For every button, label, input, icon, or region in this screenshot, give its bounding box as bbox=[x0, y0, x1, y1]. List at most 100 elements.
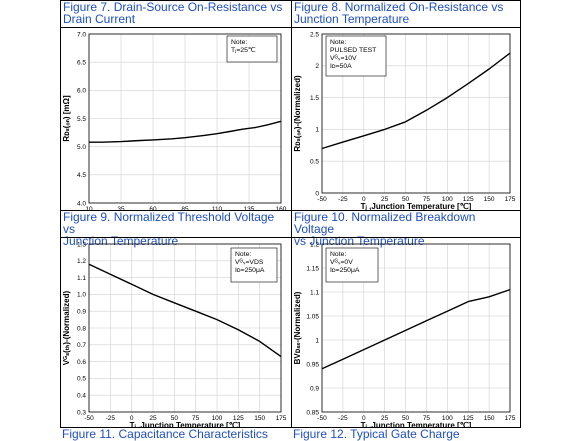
figure-8-title-line2: Junction Temperature bbox=[294, 12, 410, 26]
figure-10-title-line1: Figure 10. Normalized Breakdown Voltage bbox=[294, 210, 476, 236]
x-tick-label: 100 bbox=[442, 415, 453, 422]
note-text: Iᴅ=250μA bbox=[330, 267, 360, 274]
note-text: Vᴳₛ=VDS bbox=[235, 259, 264, 266]
y-tick-label: 2 bbox=[315, 63, 319, 70]
note-box bbox=[226, 35, 278, 63]
note-text: Iᴅ=250μA bbox=[235, 267, 265, 274]
figure-9-chart: -50 -25 0 25 50 75 100 125 150 175 0.3 0.4 0.5 0.6 0.7… bbox=[62, 241, 287, 428]
plot-frame bbox=[321, 243, 511, 413]
x-tick-label: 0 bbox=[130, 415, 134, 422]
x-tick-label: -25 bbox=[106, 415, 116, 422]
y-axis-label: Rᴅₛ(ₒₙ)-(Normalized) bbox=[293, 75, 302, 152]
x-tick-label: 135 bbox=[244, 206, 255, 211]
series-line bbox=[321, 288, 511, 370]
note-text: Note: bbox=[231, 39, 247, 46]
x-tick-label: 50 bbox=[402, 415, 410, 422]
figure-7-chart: 103560851101351604.04.55.05.56.06.57.0Iᴅ… bbox=[62, 31, 287, 211]
x-tick-label: 100 bbox=[212, 415, 223, 422]
x-tick-label: 35 bbox=[117, 206, 125, 211]
x-tick-label: 0 bbox=[362, 196, 366, 203]
y-axis-label: Vᴳₛ(ₜₕ)-(Normalized) bbox=[62, 290, 71, 365]
y-tick-label: 0.4 bbox=[77, 393, 86, 400]
y-tick-label: 5.5 bbox=[77, 116, 86, 123]
plot-frame bbox=[88, 33, 282, 204]
note-text: Tⱼ=25℃ bbox=[231, 47, 256, 54]
x-tick-label: 175 bbox=[276, 415, 287, 422]
y-tick-label: 0.6 bbox=[77, 359, 86, 366]
note-text: Note: bbox=[330, 39, 346, 46]
x-tick-label: 75 bbox=[423, 415, 431, 422]
note-text: Note: bbox=[235, 251, 251, 258]
x-tick-label: 160 bbox=[276, 206, 287, 211]
x-tick-label: 25 bbox=[381, 196, 389, 203]
y-tick-label: 1.1 bbox=[77, 275, 86, 282]
x-tick-label: 60 bbox=[149, 206, 157, 211]
x-tick-label: 75 bbox=[423, 196, 431, 203]
note-text: Note: bbox=[330, 251, 346, 258]
y-tick-label: 1.2 bbox=[310, 241, 319, 248]
x-axis-label: Tⱼ ,Junction Temperature [℃] bbox=[361, 202, 472, 211]
x-tick-label: 85 bbox=[181, 206, 189, 211]
note-box bbox=[325, 35, 387, 77]
plot-frame bbox=[321, 33, 511, 194]
series-line bbox=[88, 263, 282, 358]
series-line bbox=[89, 120, 282, 143]
x-tick-label: 25 bbox=[149, 415, 157, 422]
y-axis-label: Rᴅₛ(ₒₙ) [mΩ] bbox=[62, 95, 71, 142]
x-axis-label: Tⱼ ,Junction Temperature [℃] bbox=[361, 421, 472, 428]
figure-7-separator bbox=[61, 27, 291, 28]
note-text: Vᴳₛ=10V bbox=[330, 55, 357, 62]
x-tick-label: 10 bbox=[85, 206, 93, 211]
y-tick-label: 6.5 bbox=[77, 59, 86, 66]
note-box bbox=[325, 247, 379, 283]
figure-12-title-cut: Figure 12. Typical Gate Charge bbox=[293, 427, 460, 441]
figure-8-panel: Figure 8. Normalized On-Resistance vs Ju… bbox=[291, 0, 521, 211]
figure-11-title-cut: Figure 11. Capacitance Characteristics bbox=[62, 427, 268, 441]
figure-8-title: Figure 8. Normalized On-Resistance vs Ju… bbox=[294, 1, 518, 25]
plot-frame bbox=[88, 243, 282, 413]
x-axis-label: Tⱼ ,Junction Temperature [℃] bbox=[130, 421, 241, 428]
y-tick-label: 0 bbox=[315, 190, 319, 197]
x-tick-label: 175 bbox=[505, 196, 516, 203]
figure-10-chart: -50 -25 0 25 50 75 100 125 150 175 0.85 0.9 0.95 1 1.0… bbox=[293, 241, 516, 428]
note-text: Vᴳₛ=0V bbox=[330, 259, 353, 266]
y-axis-label: BVᴅₛₛ-(Normalized) bbox=[293, 291, 302, 364]
x-tick-label: 125 bbox=[463, 196, 474, 203]
y-tick-label: 0.5 bbox=[77, 376, 86, 383]
figure-7-title: Figure 7. Drain-Source On-Resistance vs … bbox=[63, 1, 289, 25]
figure-8-separator bbox=[292, 27, 520, 28]
y-tick-label: 0.7 bbox=[77, 342, 86, 349]
y-tick-label: 1 bbox=[315, 127, 319, 134]
y-tick-label: 0.8 bbox=[77, 325, 86, 332]
x-tick-label: 110 bbox=[212, 206, 223, 211]
figure-9-title-line1: Figure 9. Normalized Threshold Voltage v… bbox=[63, 210, 275, 236]
x-tick-label: -50 bbox=[317, 196, 327, 203]
x-tick-label: 125 bbox=[463, 415, 474, 422]
y-tick-label: 4.5 bbox=[77, 172, 86, 179]
x-tick-label: -50 bbox=[84, 415, 94, 422]
figure-7-title-line1: Figure 7. Drain-Source On-Resistance vs bbox=[63, 0, 283, 14]
note-text: PULSED TEST bbox=[330, 47, 376, 54]
y-tick-label: 1 bbox=[315, 337, 319, 344]
y-tick-label: 0.85 bbox=[306, 409, 319, 416]
y-tick-label: 7.0 bbox=[77, 31, 86, 38]
figure-8-title-line1: Figure 8. Normalized On-Resistance vs bbox=[294, 0, 504, 14]
x-tick-label: 125 bbox=[233, 415, 244, 422]
figure-9-separator bbox=[61, 237, 291, 238]
y-tick-label: 1.05 bbox=[306, 313, 319, 320]
series-line bbox=[321, 52, 511, 150]
note-box bbox=[230, 247, 278, 283]
y-tick-label: 1.0 bbox=[77, 292, 86, 299]
figure-8-chart: -50 -25 0 25 50 75 100 125 150 175 0 0.5 1 1.5 2 2.5 Tⱼ … bbox=[293, 31, 516, 211]
figure-10-separator bbox=[292, 237, 520, 238]
x-tick-label: 50 bbox=[171, 415, 179, 422]
y-tick-label: 0.5 bbox=[310, 159, 319, 166]
x-tick-label: 0 bbox=[362, 415, 366, 422]
note-text: Iᴅ=50A bbox=[330, 63, 352, 70]
x-tick-label: -50 bbox=[317, 415, 327, 422]
figure-7-panel: Figure 7. Drain-Source On-Resistance vs … bbox=[60, 0, 292, 211]
y-tick-label: 0.9 bbox=[77, 309, 86, 316]
x-tick-label: 150 bbox=[484, 196, 495, 203]
datasheet-page: Figure 7. Drain-Source On-Resistance vs … bbox=[60, 0, 521, 441]
figure-9-panel: Figure 9. Normalized Threshold Voltage v… bbox=[60, 210, 292, 428]
